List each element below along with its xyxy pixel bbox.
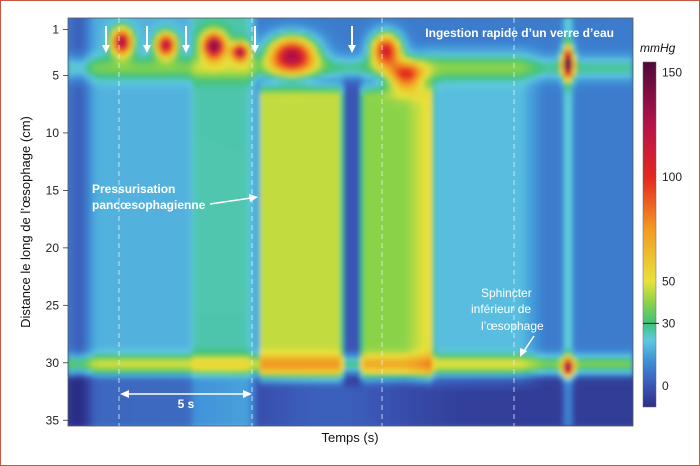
y-tick-label: 35 [46,413,60,427]
pressure-heatmap [68,18,633,426]
y-tick-label: 5 [52,68,59,82]
y-tick-label: 25 [46,298,60,312]
arrow-sphincter-icon [520,335,535,357]
x-axis-title: Temps (s) [321,430,378,445]
annotation-sphincter-3: l’œsophage [481,319,544,333]
scale-bar-label: 5 s [178,397,195,411]
swallow-arrow-icon [251,26,259,53]
y-tick-label: 1 [52,22,59,36]
swallow-arrow-icon [102,26,110,53]
swallow-arrow-icon [182,26,190,53]
colorbar-tick-label: 0 [662,379,669,393]
plot-area-border [67,17,634,427]
annotation-sphincter-2: inférieur de [471,302,531,316]
annotation-pancoesophagienne: pancœsophagienne [92,198,206,212]
colorbar [642,61,657,408]
y-tick-label: 30 [46,356,60,370]
colorbar-tick-label: 50 [662,275,676,289]
y-axis-title: Distance le long de l’œsophage (cm) [18,116,33,328]
colorbar-tick-label: 100 [662,170,682,184]
annotation-pressurisation: Pressurisation [92,182,175,196]
scale-bar [120,390,252,398]
dashed-markers [118,18,515,426]
colorbar-tick-label: 30 [662,316,676,330]
swallow-arrow-icon [143,26,151,53]
colorbar-tick-label: 150 [662,65,682,79]
swallow-arrows [102,26,356,53]
colorbar-unit: mmHg [640,41,676,55]
colorbar-ticks: 0 30 50 100 150 [643,65,682,393]
y-tick-label: 10 [46,126,60,140]
annotation-sphincter-1: Sphincter [481,286,532,300]
y-tick-label: 20 [46,241,60,255]
y-tick-label: 15 [46,183,60,197]
swallow-arrow-icon [348,26,356,53]
arrow-pressurisation-icon [209,194,258,205]
chart-title: Ingestion rapide d’un verre d’eau [425,26,614,40]
